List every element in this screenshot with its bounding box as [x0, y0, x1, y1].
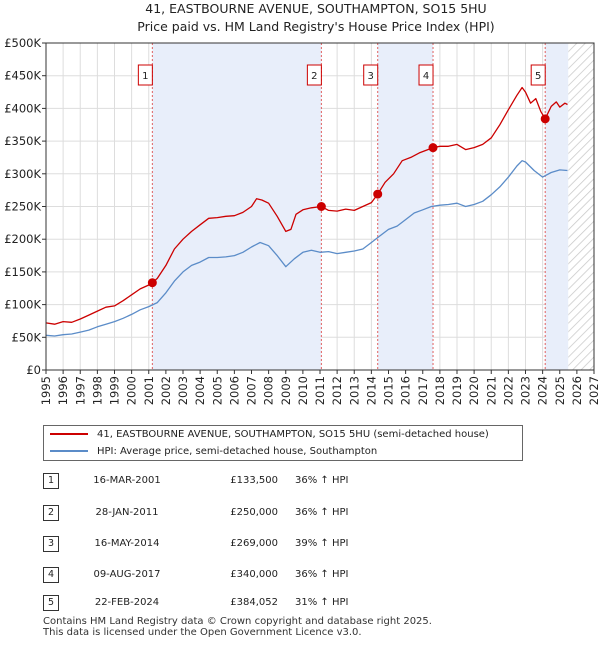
transaction-marker-label: 3	[368, 71, 374, 82]
x-tick-label: 1998	[90, 376, 104, 405]
x-tick-label: 2007	[245, 376, 259, 405]
transaction-marker-label: 4	[423, 71, 429, 82]
footer-copyright: Contains HM Land Registry data © Crown c…	[43, 616, 432, 627]
x-tick-label: 2023	[519, 376, 533, 405]
transaction-date: 28-JAN-2011	[95, 507, 159, 518]
x-tick-label: 2008	[262, 376, 276, 405]
x-tick-label: 1995	[39, 376, 53, 405]
transaction-marker-label: 2	[311, 71, 317, 82]
hpi-line	[45, 160, 568, 337]
y-tick-label: £500K	[4, 36, 41, 50]
transaction-marker-box	[306, 64, 322, 86]
transaction-hpi-change: 31% ↑ HPI	[295, 597, 349, 608]
transaction-marker-box	[530, 64, 546, 86]
price-chart: 41, EASTBOURNE AVENUE, SOUTHAMPTON, SO15…	[4, 1, 600, 405]
y-tick-label: £50K	[12, 330, 42, 344]
x-tick-label: 2019	[450, 376, 464, 405]
footer-attribution: Contains HM Land Registry data © Crown c…	[43, 616, 432, 638]
x-tick-label: 2005	[210, 376, 224, 405]
transaction-price: £384,052	[230, 597, 278, 608]
x-tick-label: 2012	[330, 376, 344, 405]
transaction-price: £250,000	[230, 507, 278, 518]
transaction-point	[540, 114, 550, 124]
shaded-band	[377, 43, 434, 370]
y-tick-label: £0	[26, 363, 41, 377]
shaded-band	[152, 43, 322, 370]
transaction-number: 4	[43, 567, 59, 583]
transaction-hpi-change: 36% ↑ HPI	[295, 475, 349, 486]
transaction-marker-box	[418, 64, 434, 86]
x-tick-label: 2021	[484, 376, 498, 405]
x-tick-label: 2011	[313, 376, 327, 405]
x-tick-label: 2014	[364, 376, 378, 405]
transaction-number: 5	[43, 595, 59, 611]
x-tick-label: 2017	[416, 376, 430, 405]
transaction-point	[147, 278, 157, 288]
x-tick-label: 2015	[382, 376, 396, 405]
transaction-price: £269,000	[230, 538, 278, 549]
y-tick-label: £100K	[4, 298, 41, 312]
shaded-band	[545, 43, 569, 370]
footer-licence: This data is licensed under the Open Gov…	[43, 627, 362, 638]
x-tick-label: 2027	[587, 376, 600, 405]
transaction-point	[373, 189, 383, 199]
future-hatch	[568, 43, 594, 370]
transaction-marker-box	[137, 64, 153, 86]
x-tick-label: 2026	[570, 376, 584, 405]
legend-label-property: 41, EASTBOURNE AVENUE, SOUTHAMPTON, SO15…	[97, 429, 489, 440]
legend-swatch-blue	[50, 450, 88, 452]
chart-subtitle: Price paid vs. HM Land Registry's House …	[137, 19, 494, 34]
transaction-point	[316, 202, 326, 211]
x-tick-label: 2024	[536, 376, 550, 405]
legend-item-hpi: HPI: Average price, semi-detached house,…	[50, 444, 377, 460]
x-tick-label: 1997	[73, 376, 87, 405]
x-tick-label: 1999	[108, 376, 122, 405]
transaction-number: 3	[43, 536, 59, 552]
chart-legend: 41, EASTBOURNE AVENUE, SOUTHAMPTON, SO15…	[43, 425, 523, 461]
transaction-date: 16-MAR-2001	[93, 475, 161, 486]
x-tick-label: 2006	[227, 376, 241, 405]
x-tick-label: 2022	[501, 376, 515, 405]
legend-label-hpi: HPI: Average price, semi-detached house,…	[97, 446, 378, 457]
x-tick-label: 2009	[279, 376, 293, 405]
transaction-date: 22-FEB-2024	[94, 597, 160, 608]
x-tick-label: 2001	[142, 376, 156, 405]
x-tick-label: 2020	[467, 376, 481, 405]
x-tick-label: 2025	[553, 376, 567, 405]
legend-item-property: 41, EASTBOURNE AVENUE, SOUTHAMPTON, SO15…	[50, 427, 489, 443]
x-tick-label: 2002	[159, 376, 173, 405]
transaction-hpi-change: 36% ↑ HPI	[295, 507, 349, 518]
transaction-number: 1	[43, 473, 59, 489]
x-tick-label: 2013	[347, 376, 361, 405]
y-tick-label: £400K	[4, 101, 41, 115]
transaction-hpi-change: 39% ↑ HPI	[295, 538, 349, 549]
transaction-price: £133,500	[230, 475, 278, 486]
transaction-price: £340,000	[230, 569, 278, 580]
transaction-marker-label: 5	[535, 71, 541, 82]
transaction-marker-box	[363, 64, 379, 86]
x-tick-label: 2003	[176, 376, 190, 405]
transaction-hpi-change: 36% ↑ HPI	[295, 569, 349, 580]
y-tick-label: £250K	[4, 200, 41, 214]
x-tick-label: 2018	[433, 376, 447, 405]
y-tick-label: £150K	[4, 265, 41, 279]
legend-swatch-red	[50, 433, 88, 435]
x-tick-label: 1996	[56, 376, 70, 405]
y-tick-label: £350K	[4, 134, 41, 148]
y-tick-label: £200K	[4, 232, 41, 246]
chart-title: 41, EASTBOURNE AVENUE, SOUTHAMPTON, SO15…	[145, 1, 486, 16]
transaction-number: 2	[43, 505, 59, 521]
y-tick-label: £450K	[4, 69, 41, 83]
x-tick-label: 2000	[125, 376, 139, 405]
transaction-date: 09-AUG-2017	[93, 569, 161, 580]
x-tick-label: 2016	[399, 376, 413, 405]
transaction-date: 16-MAY-2014	[94, 538, 160, 549]
transaction-point	[428, 143, 438, 153]
x-tick-label: 2010	[296, 376, 310, 405]
x-tick-label: 2004	[193, 376, 207, 405]
y-tick-label: £300K	[4, 167, 41, 181]
transaction-marker-label: 1	[142, 71, 148, 82]
